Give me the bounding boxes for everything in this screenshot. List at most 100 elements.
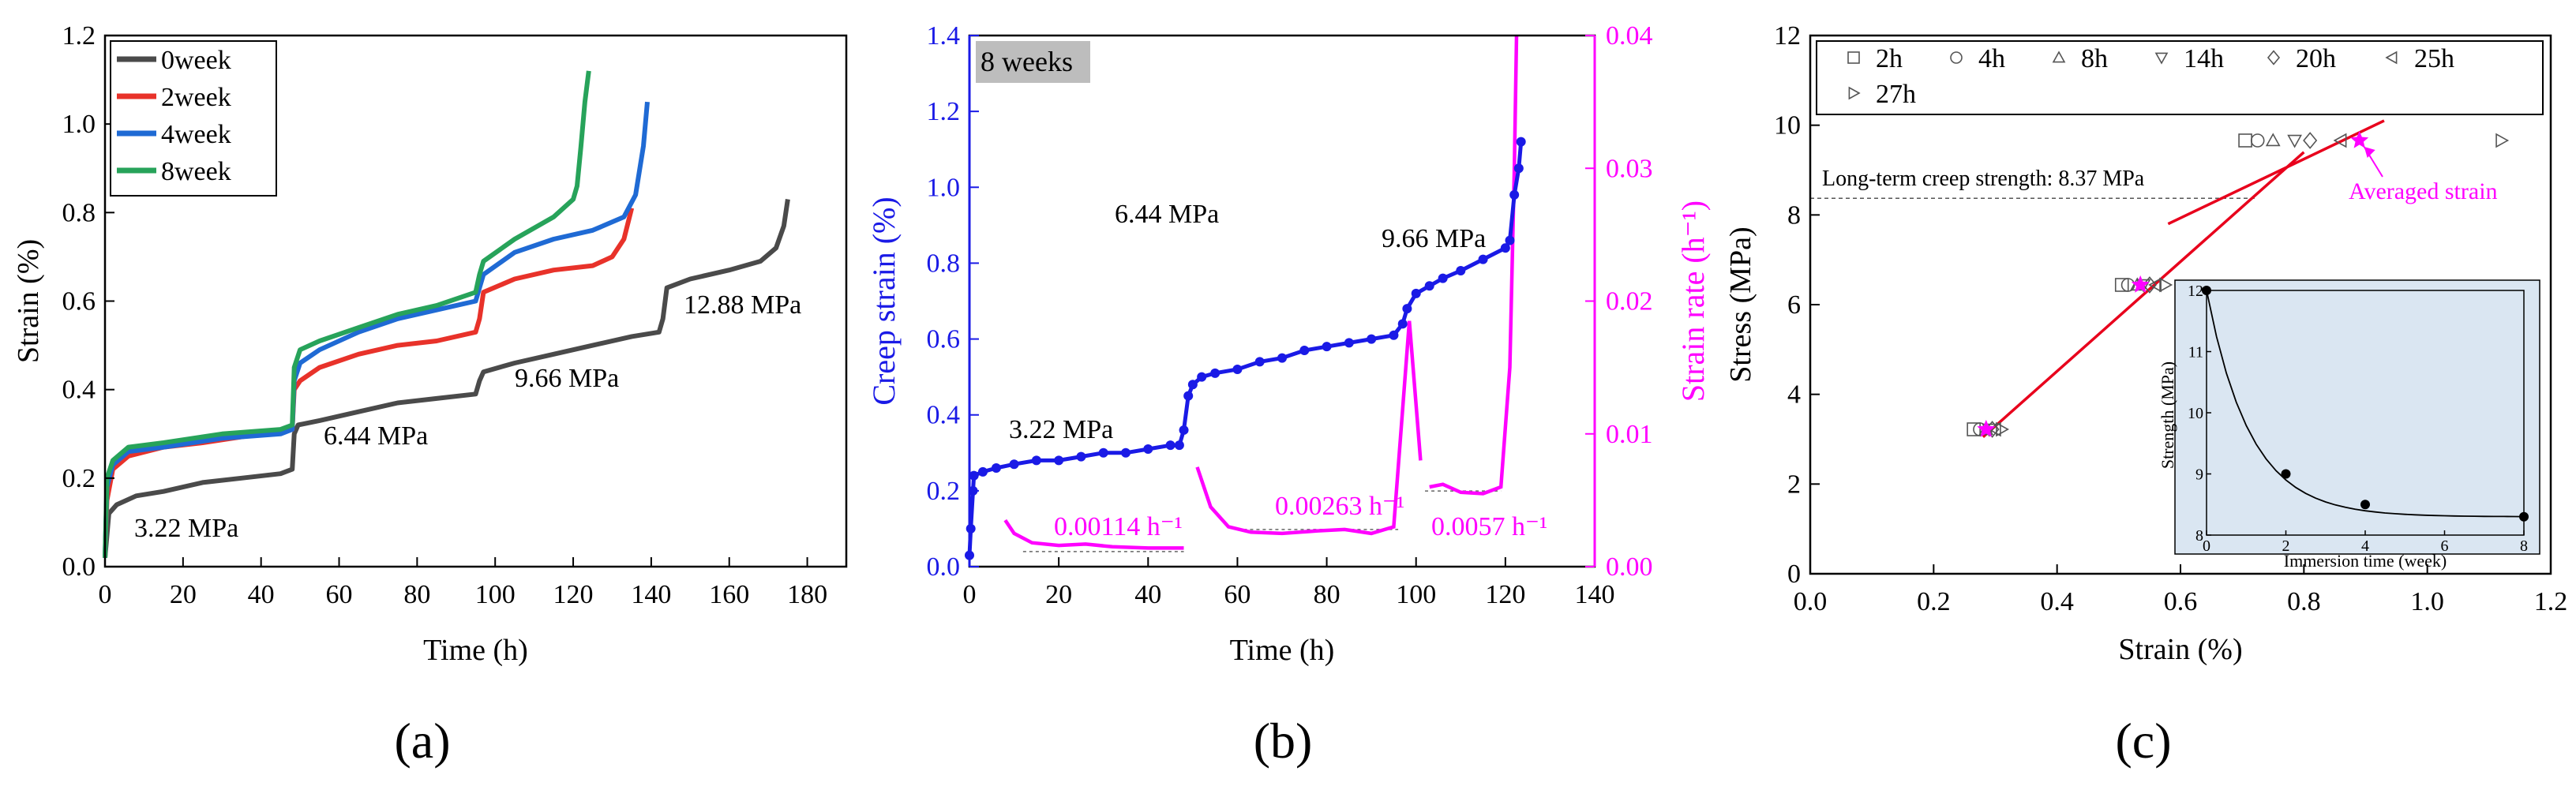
b-x-axis-title: Time (h): [1230, 634, 1335, 667]
c-y-tick-label-4: 8: [1787, 200, 1801, 230]
b-right-y-tick-label-3: 0.03: [1606, 154, 1653, 183]
a-y-tick-label-1: 0.2: [62, 464, 96, 493]
a-x-tick-label-8: 160: [709, 580, 749, 609]
a-series-line-8week: [103, 70, 591, 558]
a-legend-label-8week: 8week: [161, 157, 231, 186]
a-y-tick-label-4: 0.8: [62, 198, 96, 227]
c-inset-y-axis-title: Strength (MPa): [2158, 361, 2177, 469]
b-creep-strain-point-26: [1367, 334, 1377, 344]
panel-a-chart: 0 20 40 60 80 100 120 140 160 180 0.0 0.2 0.4 0.6 0.8 1…: [12, 21, 848, 667]
c-point-25h-0: [1987, 421, 2001, 437]
c-point-25h-1: [2148, 277, 2162, 293]
a-x-tick-label-0: 0: [99, 580, 112, 609]
a-x-tick-label-1: 20: [170, 580, 197, 609]
a-x-axis-title: Time (h): [423, 634, 528, 667]
c-fit-line-0: [1982, 151, 2305, 438]
a-x-tick-label-4: 80: [403, 580, 430, 609]
panel-label-c: (c): [2115, 713, 2171, 769]
c-x-tick-label-2: 0.4: [2040, 587, 2074, 616]
b-creep-strain-point-22: [1277, 353, 1287, 363]
b-badge-bg: [976, 41, 1090, 83]
b-creep-strain-point-9: [1076, 451, 1086, 462]
c-x-tick-label-3: 0.6: [2164, 587, 2198, 616]
b-x-tick-label-0: 0: [963, 580, 977, 609]
b-x-tick-label-5: 100: [1396, 580, 1436, 609]
a-y-tick-label-6: 1.2: [62, 21, 96, 51]
b-creep-strain-point-39: [1516, 137, 1526, 147]
b-creep-strain-point-10: [1098, 447, 1108, 458]
c-inset-background: [2174, 279, 2540, 555]
b-left-y-tick-label-1: 0.2: [927, 477, 961, 506]
b-creep-strain-point-32: [1438, 273, 1448, 283]
c-averaged-strain-point-1: [2131, 275, 2150, 293]
b-creep-strain-point-12: [1143, 444, 1153, 454]
c-y-tick-label-0: 0: [1787, 560, 1801, 589]
a-legend-label-0week: 0week: [161, 46, 231, 75]
c-inset-x-tick-label-3: 6: [2441, 537, 2449, 555]
c-inset-fit-curve: [2206, 290, 2525, 518]
b-creep-strain-point-18: [1197, 372, 1207, 382]
b-creep-strain-point-33: [1456, 266, 1466, 276]
b-creep-strain-point-20: [1232, 365, 1243, 375]
c-y-tick-label-5: 10: [1774, 111, 1801, 140]
b-annotation-0: 3.22 MPa: [1009, 415, 1113, 444]
c-legend-box: [1816, 40, 2544, 115]
b-creep-strain-point-24: [1322, 342, 1332, 352]
c-inset-x-tick-label-0: 0: [2203, 537, 2210, 555]
a-x-tick-label-7: 140: [631, 580, 671, 609]
b-creep-strain-point-38: [1513, 163, 1524, 174]
c-point-27h-0: [1996, 421, 2009, 437]
b-creep-strain-point-37: [1509, 189, 1520, 200]
b-creep-strain-point-4: [977, 466, 988, 477]
b-annotation-5: 0.0057 h⁻¹: [1431, 512, 1547, 541]
b-badge-text: 8 weeks: [981, 46, 1073, 77]
c-y-tick-label-3: 6: [1787, 290, 1801, 320]
c-legend: 2h 4h 8h 14h 20h 25h 27h: [1816, 40, 2544, 115]
b-creep-strain-point-11: [1121, 447, 1131, 458]
a-y-tick-label-0: 0.0: [62, 552, 96, 582]
c-inset-y-tick-label-3: 11: [2188, 344, 2203, 361]
a-annotation-3: 12.88 MPa: [684, 290, 801, 320]
c-annotation-long-term: Long-term creep strength: 8.37 MPa: [1822, 167, 2145, 191]
c-point-20h-2: [2303, 132, 2318, 149]
b-creep-strain-point-21: [1254, 357, 1265, 367]
b-creep-strain-point-28: [1397, 319, 1408, 329]
c-inset-point-3: [2519, 511, 2529, 522]
c-inset-y-tick-label-1: 9: [2195, 466, 2203, 484]
b-creep-strain-point-6: [1009, 459, 1019, 470]
b-creep-strain-point-25: [1344, 338, 1354, 348]
b-x-tick-label-2: 40: [1134, 580, 1161, 609]
a-annotation-2: 9.66 MPa: [515, 364, 619, 393]
c-point-8h-2: [2265, 133, 2281, 147]
b-creep-strain-point-19: [1210, 368, 1221, 378]
c-inset-y-tick-label-4: 12: [2188, 283, 2203, 300]
b-left-y-tick-label-4: 0.8: [927, 249, 961, 278]
c-annotation-arrow-head: [2364, 146, 2375, 158]
c-legend-label-8h: 8h: [2081, 44, 2108, 73]
b-y-axis-title-right: Strain rate (h⁻¹): [1675, 200, 1711, 402]
c-point-4h-2: [2250, 133, 2265, 148]
b-x-tick-label-7: 140: [1575, 580, 1615, 609]
c-legend-marker-25h: [2385, 51, 2398, 65]
c-x-tick-label-5: 1.0: [2410, 587, 2444, 616]
b-creep-strain-point-34: [1478, 254, 1488, 264]
b-right-y-tick-label-1: 0.01: [1606, 420, 1653, 449]
b-creep-strain-point-23: [1299, 345, 1310, 355]
b-y-axis-title-left: Creep strain (%): [866, 197, 902, 405]
c-x-tick-label-6: 1.2: [2534, 587, 2568, 616]
a-x-tick-label-6: 120: [553, 580, 594, 609]
b-creep-strain-point-17: [1187, 380, 1198, 390]
c-annotation-averaged: Averaged strain: [2349, 178, 2498, 204]
b-creep-strain-point-3: [969, 470, 979, 481]
c-y-tick-label-1: 2: [1787, 470, 1801, 499]
panel-b-chart: 0 20 40 60 80 100 120 140 0.0 0.2 0.4 0.6 0.8 1.0 1.2 1…: [866, 21, 1711, 667]
b-creep-strain-point-31: [1424, 281, 1434, 291]
a-y-tick-label-2: 0.4: [62, 376, 96, 405]
a-legend-label-2week: 2week: [161, 83, 231, 112]
c-legend-marker-27h: [1848, 86, 1861, 100]
b-creep-strain-point-1: [966, 523, 976, 534]
b-creep-strain-point-16: [1183, 391, 1194, 401]
c-inset-point-2: [2360, 500, 2370, 510]
a-x-tick-label-9: 180: [787, 580, 827, 609]
